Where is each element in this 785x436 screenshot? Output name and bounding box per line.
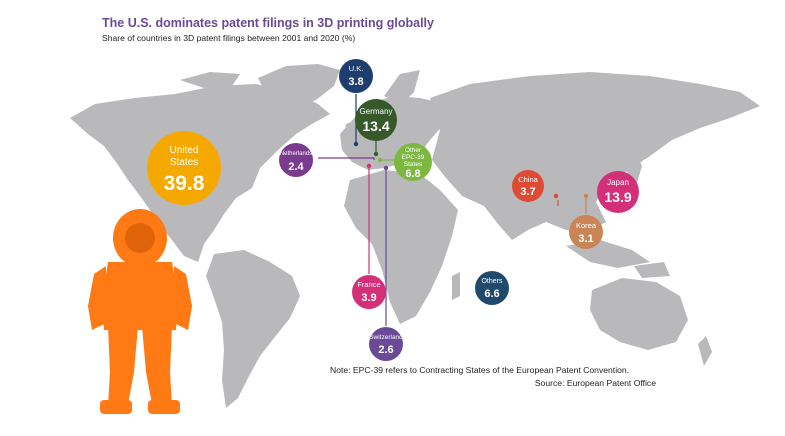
bubble-korea-circle: [569, 215, 603, 249]
bubble-china-circle: [512, 170, 544, 202]
bubble-japan: Japan 13.9: [597, 171, 639, 213]
landmass-new-zealand: [698, 336, 712, 366]
bubble-france-label: France: [357, 280, 380, 289]
bubble-france-value: 3.9: [361, 292, 376, 304]
astronaut-right-arm: [174, 266, 192, 330]
bubble-other-epc-value: 6.8: [405, 168, 420, 180]
astronaut-visor: [125, 223, 155, 253]
chart-title: The U.S. dominates patent filings in 3D …: [102, 16, 434, 30]
germany-dot: [373, 151, 379, 157]
chart-note: Note: EPC-39 refers to Contracting State…: [330, 365, 630, 375]
bubble-others-value: 6.6: [484, 288, 499, 300]
astronaut-right-leg: [142, 326, 172, 406]
bubble-uk-label: U.K.: [349, 64, 364, 73]
chart-subtitle: Share of countries in 3D patent filings …: [102, 33, 356, 43]
bubble-korea-value: 3.1: [578, 233, 593, 245]
bubble-other-epc-label-1: Other: [405, 147, 422, 154]
bubble-others-circle: [475, 271, 509, 305]
bubble-germany-value: 13.4: [362, 118, 389, 134]
bubble-other-epc: Other EPC-39 States 6.8: [394, 143, 432, 181]
bubble-uk: U.K. 3.8: [339, 59, 373, 93]
astronaut-left-leg: [108, 326, 138, 406]
bubble-us-value: 39.8: [164, 172, 205, 195]
bubble-germany-label: Germany: [360, 107, 393, 116]
astronaut-left-boot: [100, 400, 132, 414]
bubble-us-circle: [147, 131, 221, 205]
korea-dot: [583, 193, 589, 199]
bubble-china: China 3.7: [512, 170, 544, 202]
landmass-arctic-islands: [180, 72, 240, 88]
bubble-france-circle: [352, 275, 386, 309]
switzerland-dot: [383, 165, 389, 171]
astronaut-right-boot: [148, 400, 180, 414]
bubble-other-epc-label-3: States: [404, 161, 423, 168]
astronaut-torso: [102, 262, 178, 330]
continents: [70, 64, 760, 408]
landmass-scandinavia: [384, 70, 420, 104]
bubble-us-label-1: United: [170, 145, 199, 156]
france-dot: [366, 163, 372, 169]
other-epc-dot: [377, 157, 383, 163]
bubble-netherlands: Netherlands 2.4: [279, 143, 313, 177]
bubble-netherlands-label: Netherlands: [280, 151, 312, 157]
landmass-madagascar: [452, 272, 460, 300]
bubble-switzerland: Switzerland 2.6: [369, 327, 403, 361]
landmass-australia: [590, 278, 688, 350]
bubble-korea: Korea 3.1: [569, 215, 603, 249]
bubble-other-epc-circle: [394, 143, 432, 181]
china-dot: [553, 193, 559, 199]
bubble-uk-circle: [339, 59, 373, 93]
bubble-netherlands-circle: [279, 143, 313, 177]
bubble-switzerland-value: 2.6: [378, 344, 393, 356]
bubble-uk-value: 3.8: [348, 76, 363, 88]
landmass-south-america: [206, 250, 300, 408]
bubble-us-label-2: States: [170, 157, 198, 168]
bubble-china-value: 3.7: [520, 186, 535, 198]
bubble-other-epc-label-2: EPC-39: [402, 154, 425, 161]
bubble-netherlands-value: 2.4: [288, 161, 304, 173]
landmass-africa: [344, 170, 458, 324]
connector-dots: [353, 141, 589, 199]
uk-dot: [353, 141, 359, 147]
bubble-others: Others 6.6: [475, 271, 509, 305]
bubble-us: United States 39.8: [147, 131, 221, 205]
bubble-germany-circle: [355, 99, 397, 141]
bubble-germany: Germany 13.4: [355, 99, 397, 141]
landmass-new-guinea: [634, 262, 670, 278]
bubble-japan-label: Japan: [607, 178, 629, 187]
netherlands-connector: [318, 157, 375, 160]
landmass-asia: [430, 72, 760, 240]
bubble-china-label: China: [518, 175, 538, 184]
bubble-japan-circle: [597, 171, 639, 213]
bubble-japan-value: 13.9: [604, 189, 631, 205]
bubble-others-label: Others: [481, 278, 503, 285]
bubble-switzerland-circle: [369, 327, 403, 361]
bubble-france: France 3.9: [352, 275, 386, 309]
astronaut-left-arm: [88, 266, 106, 330]
bubble-korea-label: Korea: [576, 221, 597, 230]
chart-source: Source: European Patent Office: [534, 378, 656, 388]
bubble-switzerland-label: Switzerland: [369, 334, 403, 341]
landmass-greenland: [258, 64, 340, 108]
astronaut-figure: [88, 209, 192, 414]
